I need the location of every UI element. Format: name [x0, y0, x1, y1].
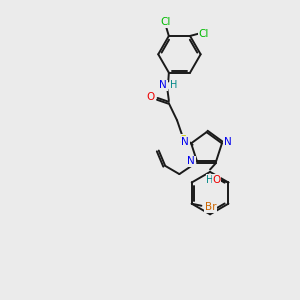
- Text: N: N: [187, 156, 195, 167]
- Text: S: S: [179, 134, 186, 145]
- Text: Br: Br: [205, 202, 216, 212]
- Text: H: H: [206, 175, 214, 184]
- Text: N: N: [224, 137, 232, 147]
- Text: Cl: Cl: [160, 17, 170, 27]
- Text: Cl: Cl: [198, 28, 209, 39]
- Text: N: N: [159, 80, 167, 90]
- Text: O: O: [212, 175, 221, 184]
- Text: N: N: [182, 137, 189, 147]
- Text: H: H: [170, 80, 178, 90]
- Text: O: O: [146, 92, 155, 102]
